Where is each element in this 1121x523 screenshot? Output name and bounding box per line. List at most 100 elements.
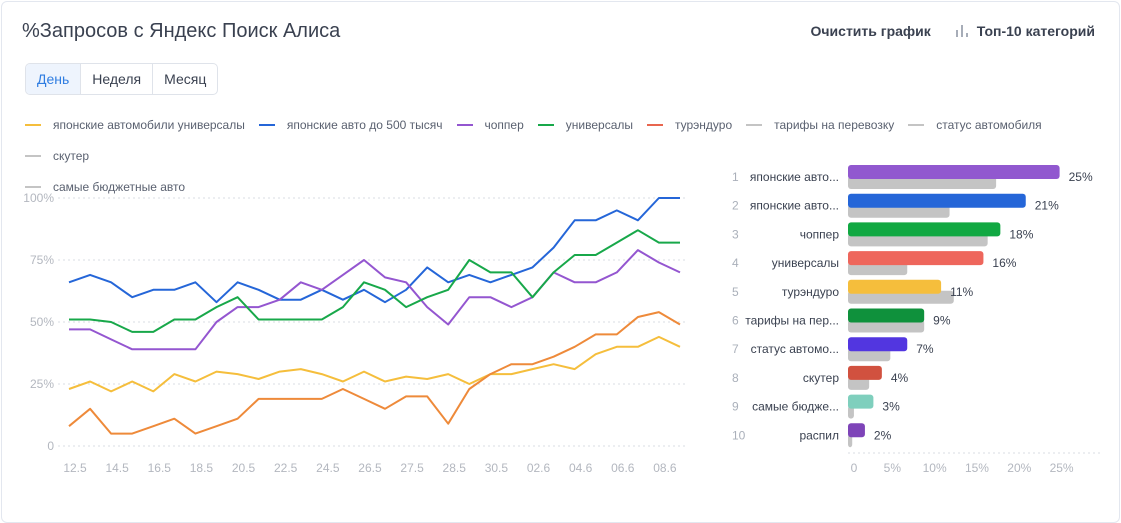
bar-current xyxy=(848,308,925,323)
legend-label: скутер xyxy=(53,149,90,163)
bar-category-label: японские авто... xyxy=(750,199,839,213)
bar-rank: 10 xyxy=(732,428,746,442)
x-tick-label: 27.5 xyxy=(400,461,424,475)
bar-rank: 8 xyxy=(732,371,739,385)
top10-categories-button[interactable]: Топ-10 категорий xyxy=(955,23,1095,39)
bar-previous xyxy=(848,262,908,276)
series-line-2 xyxy=(69,249,681,351)
bar-current xyxy=(848,279,942,294)
bar-category-label: универсалы xyxy=(772,256,839,270)
bar-rank: 3 xyxy=(732,227,739,241)
line-chart: 0 25% 50% 75% 100% 12.5 14.5 16.5 18.5 20.5 22.5 24… xyxy=(23,191,686,475)
legend-item[interactable]: самые бюджетные авто xyxy=(25,173,185,201)
bar-x-tick-label: 0 xyxy=(851,461,858,472)
clear-chart-label: Очистить график xyxy=(810,23,931,39)
bar-x-tick-label: 25% xyxy=(1050,461,1074,472)
header-actions: Очистить график Топ-10 категорий xyxy=(811,23,1095,39)
legend-label: тарифы на перевозку xyxy=(774,118,895,132)
bar-category-label: самые бюдже... xyxy=(752,400,839,414)
legend-swatch xyxy=(25,124,41,126)
x-tick-label: 02.6 xyxy=(527,461,551,475)
bar-previous xyxy=(848,319,925,333)
x-tick-label: 22.5 xyxy=(274,461,298,475)
bar-current xyxy=(848,193,1026,208)
tab-day[interactable]: День xyxy=(26,64,81,94)
bar-previous xyxy=(848,176,997,189)
x-tick-label: 20.5 xyxy=(232,461,256,475)
bar-rank: 5 xyxy=(732,285,739,299)
legend-item[interactable]: японские автомобили универсалы xyxy=(25,111,245,139)
legend-item[interactable]: японские авто до 500 тысяч xyxy=(258,111,443,139)
legend-item[interactable]: турэндуро xyxy=(647,111,732,139)
bar-rank: 1 xyxy=(732,170,739,184)
bar-value-label: 16% xyxy=(992,256,1016,270)
clear-chart-button[interactable]: Очистить график xyxy=(811,23,931,39)
bar-current xyxy=(848,165,1060,179)
legend-item[interactable]: чоппер xyxy=(456,111,524,139)
bar-previous xyxy=(848,405,854,419)
bar-x-tick-label: 15% xyxy=(965,461,989,472)
legend-item[interactable]: статус автомобиля xyxy=(908,111,1042,139)
legend-item[interactable]: тарифы на перевозку xyxy=(746,111,894,139)
bar-previous xyxy=(848,290,954,304)
tab-week[interactable]: Неделя xyxy=(80,64,152,94)
x-tick-label: 04.6 xyxy=(569,461,593,475)
legend-label: японские автомобили универсалы xyxy=(53,118,245,132)
bar-value-label: 21% xyxy=(1035,199,1059,213)
tab-month[interactable]: Месяц xyxy=(152,64,217,94)
period-switch: День Неделя Месяц xyxy=(25,63,219,95)
legend-swatch xyxy=(746,124,763,126)
bar-rank: 6 xyxy=(732,314,739,328)
bar-current xyxy=(848,423,865,438)
legend-label: статус автомобиля xyxy=(936,118,1042,132)
bar-previous xyxy=(848,434,853,448)
legend-label: самые бюджетные авто xyxy=(53,180,186,194)
bar-current xyxy=(848,222,1001,237)
bar-category-label: японские авто... xyxy=(750,170,839,184)
bar-rank: 4 xyxy=(732,256,739,270)
legend-label: турэндуро xyxy=(675,118,733,132)
series-line-3 xyxy=(69,229,680,333)
bar-x-tick-label: 20% xyxy=(1007,461,1031,472)
bar-chart-icon xyxy=(955,25,968,37)
bar-value-label: 2% xyxy=(874,428,892,442)
series-line-1 xyxy=(68,197,680,304)
legend-swatch xyxy=(908,124,925,126)
bar-category-label: статус автомо... xyxy=(751,342,839,356)
bar-category-label: турэндуро xyxy=(782,285,839,299)
legend-item[interactable]: скутер xyxy=(25,142,89,170)
bar-rank: 7 xyxy=(732,342,739,356)
bar-value-label: 18% xyxy=(1009,227,1033,241)
bar-previous xyxy=(848,376,870,390)
legend-swatch xyxy=(456,124,473,126)
x-tick-label: 24.5 xyxy=(316,461,340,475)
x-tick-label: 06.6 xyxy=(611,461,635,475)
bar-value-label: 3% xyxy=(882,400,900,414)
bar-previous xyxy=(848,348,891,362)
y-tick-label: 75% xyxy=(30,253,54,267)
y-tick-label: 25% xyxy=(30,377,54,391)
bar-value-label: 25% xyxy=(1069,170,1093,184)
bar-previous xyxy=(848,204,950,218)
bar-x-tick-label: 10% xyxy=(923,461,947,472)
x-tick-label: 28.5 xyxy=(443,461,467,475)
bar-rank: 9 xyxy=(732,400,739,414)
x-tick-label: 16.5 xyxy=(148,461,172,475)
bar-current xyxy=(848,394,874,409)
series-line-0 xyxy=(68,335,681,393)
legend-label: японские авто до 500 тысяч xyxy=(286,118,443,132)
x-tick-label: 14.5 xyxy=(105,461,129,475)
bar-current xyxy=(848,251,984,266)
top10-label: Топ-10 категорий xyxy=(976,23,1095,39)
bar-current xyxy=(848,365,882,380)
y-tick-label: 100% xyxy=(23,191,54,205)
bar-value-label: 11% xyxy=(950,285,973,299)
bar-current xyxy=(848,337,908,352)
legend-swatch xyxy=(25,186,41,188)
legend-item[interactable]: универсалы xyxy=(537,111,633,139)
x-tick-label: 08.6 xyxy=(653,461,677,475)
chart-legend: японские автомобили универсалы японские а… xyxy=(25,108,1105,201)
legend-swatch xyxy=(647,124,663,126)
bar-category-label: распил xyxy=(799,428,839,442)
page-title: %Запросов с Яндекс Поиск Алиса xyxy=(22,20,341,42)
